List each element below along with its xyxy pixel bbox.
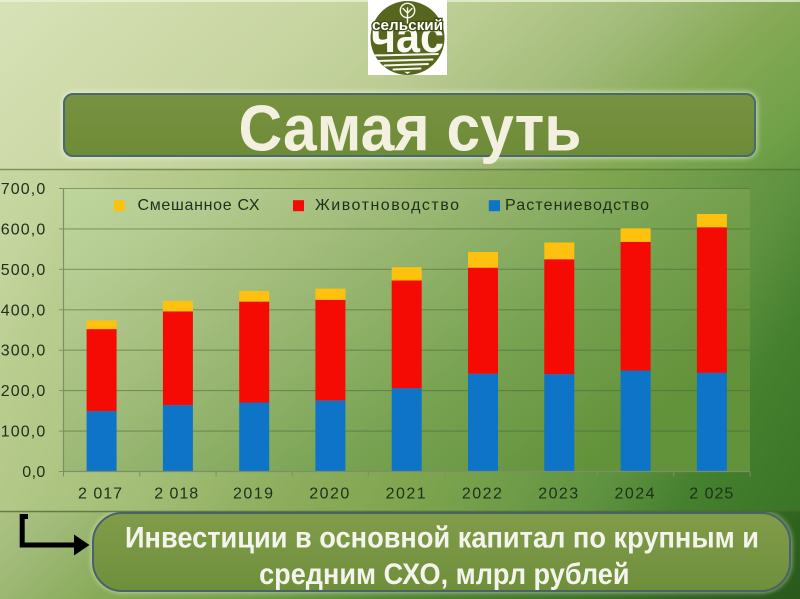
svg-text:час: час bbox=[371, 10, 444, 62]
svg-text:300,0: 300,0 bbox=[1, 343, 46, 360]
svg-text:средним СХО, млрл рублей: средним СХО, млрл рублей bbox=[259, 558, 629, 591]
svg-text:Инвестиции в основной капитал: Инвестиции в основной капитал по крупным… bbox=[125, 521, 759, 554]
svg-text:200,0: 200,0 bbox=[1, 383, 46, 400]
svg-text:Растениеводство: Растениеводство bbox=[505, 197, 649, 214]
svg-text:Самая суть: Самая суть bbox=[239, 92, 582, 165]
svg-text:2 025: 2 025 bbox=[689, 486, 733, 503]
svg-text:100,0: 100,0 bbox=[1, 424, 46, 441]
svg-text:2 018: 2 018 bbox=[154, 486, 198, 503]
svg-text:2 017: 2 017 bbox=[78, 486, 122, 503]
svg-text:2019: 2019 bbox=[233, 486, 273, 503]
svg-text:2020: 2020 bbox=[309, 486, 349, 503]
svg-text:2021: 2021 bbox=[386, 486, 426, 503]
svg-text:2024: 2024 bbox=[615, 486, 655, 503]
svg-text:2022: 2022 bbox=[462, 486, 502, 503]
svg-text:600,0: 600,0 bbox=[1, 221, 46, 238]
svg-text:700,0: 700,0 bbox=[1, 181, 46, 198]
svg-text:400,0: 400,0 bbox=[1, 302, 46, 319]
svg-text:Смешанное СХ: Смешанное СХ bbox=[138, 197, 260, 214]
svg-text:2023: 2023 bbox=[538, 486, 578, 503]
svg-text:Животноводство: Животноводство bbox=[315, 197, 459, 214]
svg-text:0,0: 0,0 bbox=[22, 464, 45, 481]
svg-text:сельский: сельский bbox=[372, 18, 443, 34]
svg-text:500,0: 500,0 bbox=[1, 262, 46, 279]
